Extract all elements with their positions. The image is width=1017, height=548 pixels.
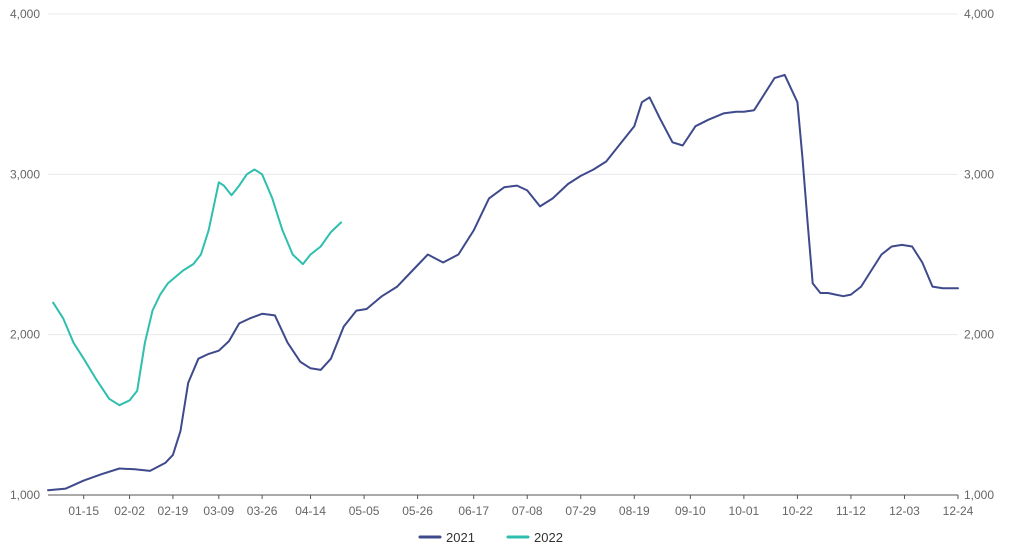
- x-tick-label: 09-10: [675, 504, 706, 518]
- x-tick-label: 12-24: [943, 504, 974, 518]
- y-tick-label-left: 1,000: [10, 488, 40, 502]
- x-tick-label: 05-05: [349, 504, 380, 518]
- y-tick-label-right: 1,000: [964, 488, 994, 502]
- series-lines: [47, 73, 959, 492]
- legend[interactable]: 2021 2022: [418, 530, 563, 545]
- y-tick-label-right: 4,000: [964, 7, 994, 21]
- y-axis-right: 1,000 2,000 3,000 4,000: [964, 7, 994, 502]
- y-axis-left: 1,000 2,000 3,000 4,000: [10, 7, 40, 502]
- x-tick-label: 07-08: [512, 504, 543, 518]
- x-tick-label: 07-29: [565, 504, 596, 518]
- x-tick-label: 06-17: [458, 504, 489, 518]
- y-tick-label-left: 4,000: [10, 7, 40, 21]
- grid-lines: [48, 13, 958, 336]
- x-tick-label: 11-12: [836, 504, 866, 518]
- y-tick-label-right: 2,000: [964, 328, 994, 342]
- legend-item-2021[interactable]: 2021: [418, 530, 475, 545]
- y-tick-label-left: 3,000: [10, 167, 40, 181]
- series-line-2022: [52, 168, 343, 407]
- y-tick-label-right: 3,000: [964, 167, 994, 181]
- y-tick-label-left: 2,000: [10, 328, 40, 342]
- x-tick-label: 12-03: [889, 504, 920, 518]
- x-tick-label: 02-02: [114, 504, 145, 518]
- x-tick-label: 10-01: [729, 504, 760, 518]
- x-tick-label: 03-09: [203, 504, 234, 518]
- x-tick-label: 08-19: [619, 504, 650, 518]
- x-tick-label: 03-26: [247, 504, 278, 518]
- legend-label: 2022: [534, 530, 563, 545]
- legend-label: 2021: [446, 530, 475, 545]
- x-axis: 01-15 02-02 02-19 03-09 03-26 04-14 05-05 05-26…: [48, 494, 974, 518]
- x-tick-label: 02-19: [158, 504, 189, 518]
- x-tick-label: 05-26: [402, 504, 433, 518]
- legend-item-2022[interactable]: 2022: [506, 530, 563, 545]
- x-tick-label: 01-15: [68, 504, 99, 518]
- series-line-2021: [47, 73, 959, 492]
- x-tick-label: 04-14: [295, 504, 326, 518]
- x-tick-label: 10-22: [782, 504, 813, 518]
